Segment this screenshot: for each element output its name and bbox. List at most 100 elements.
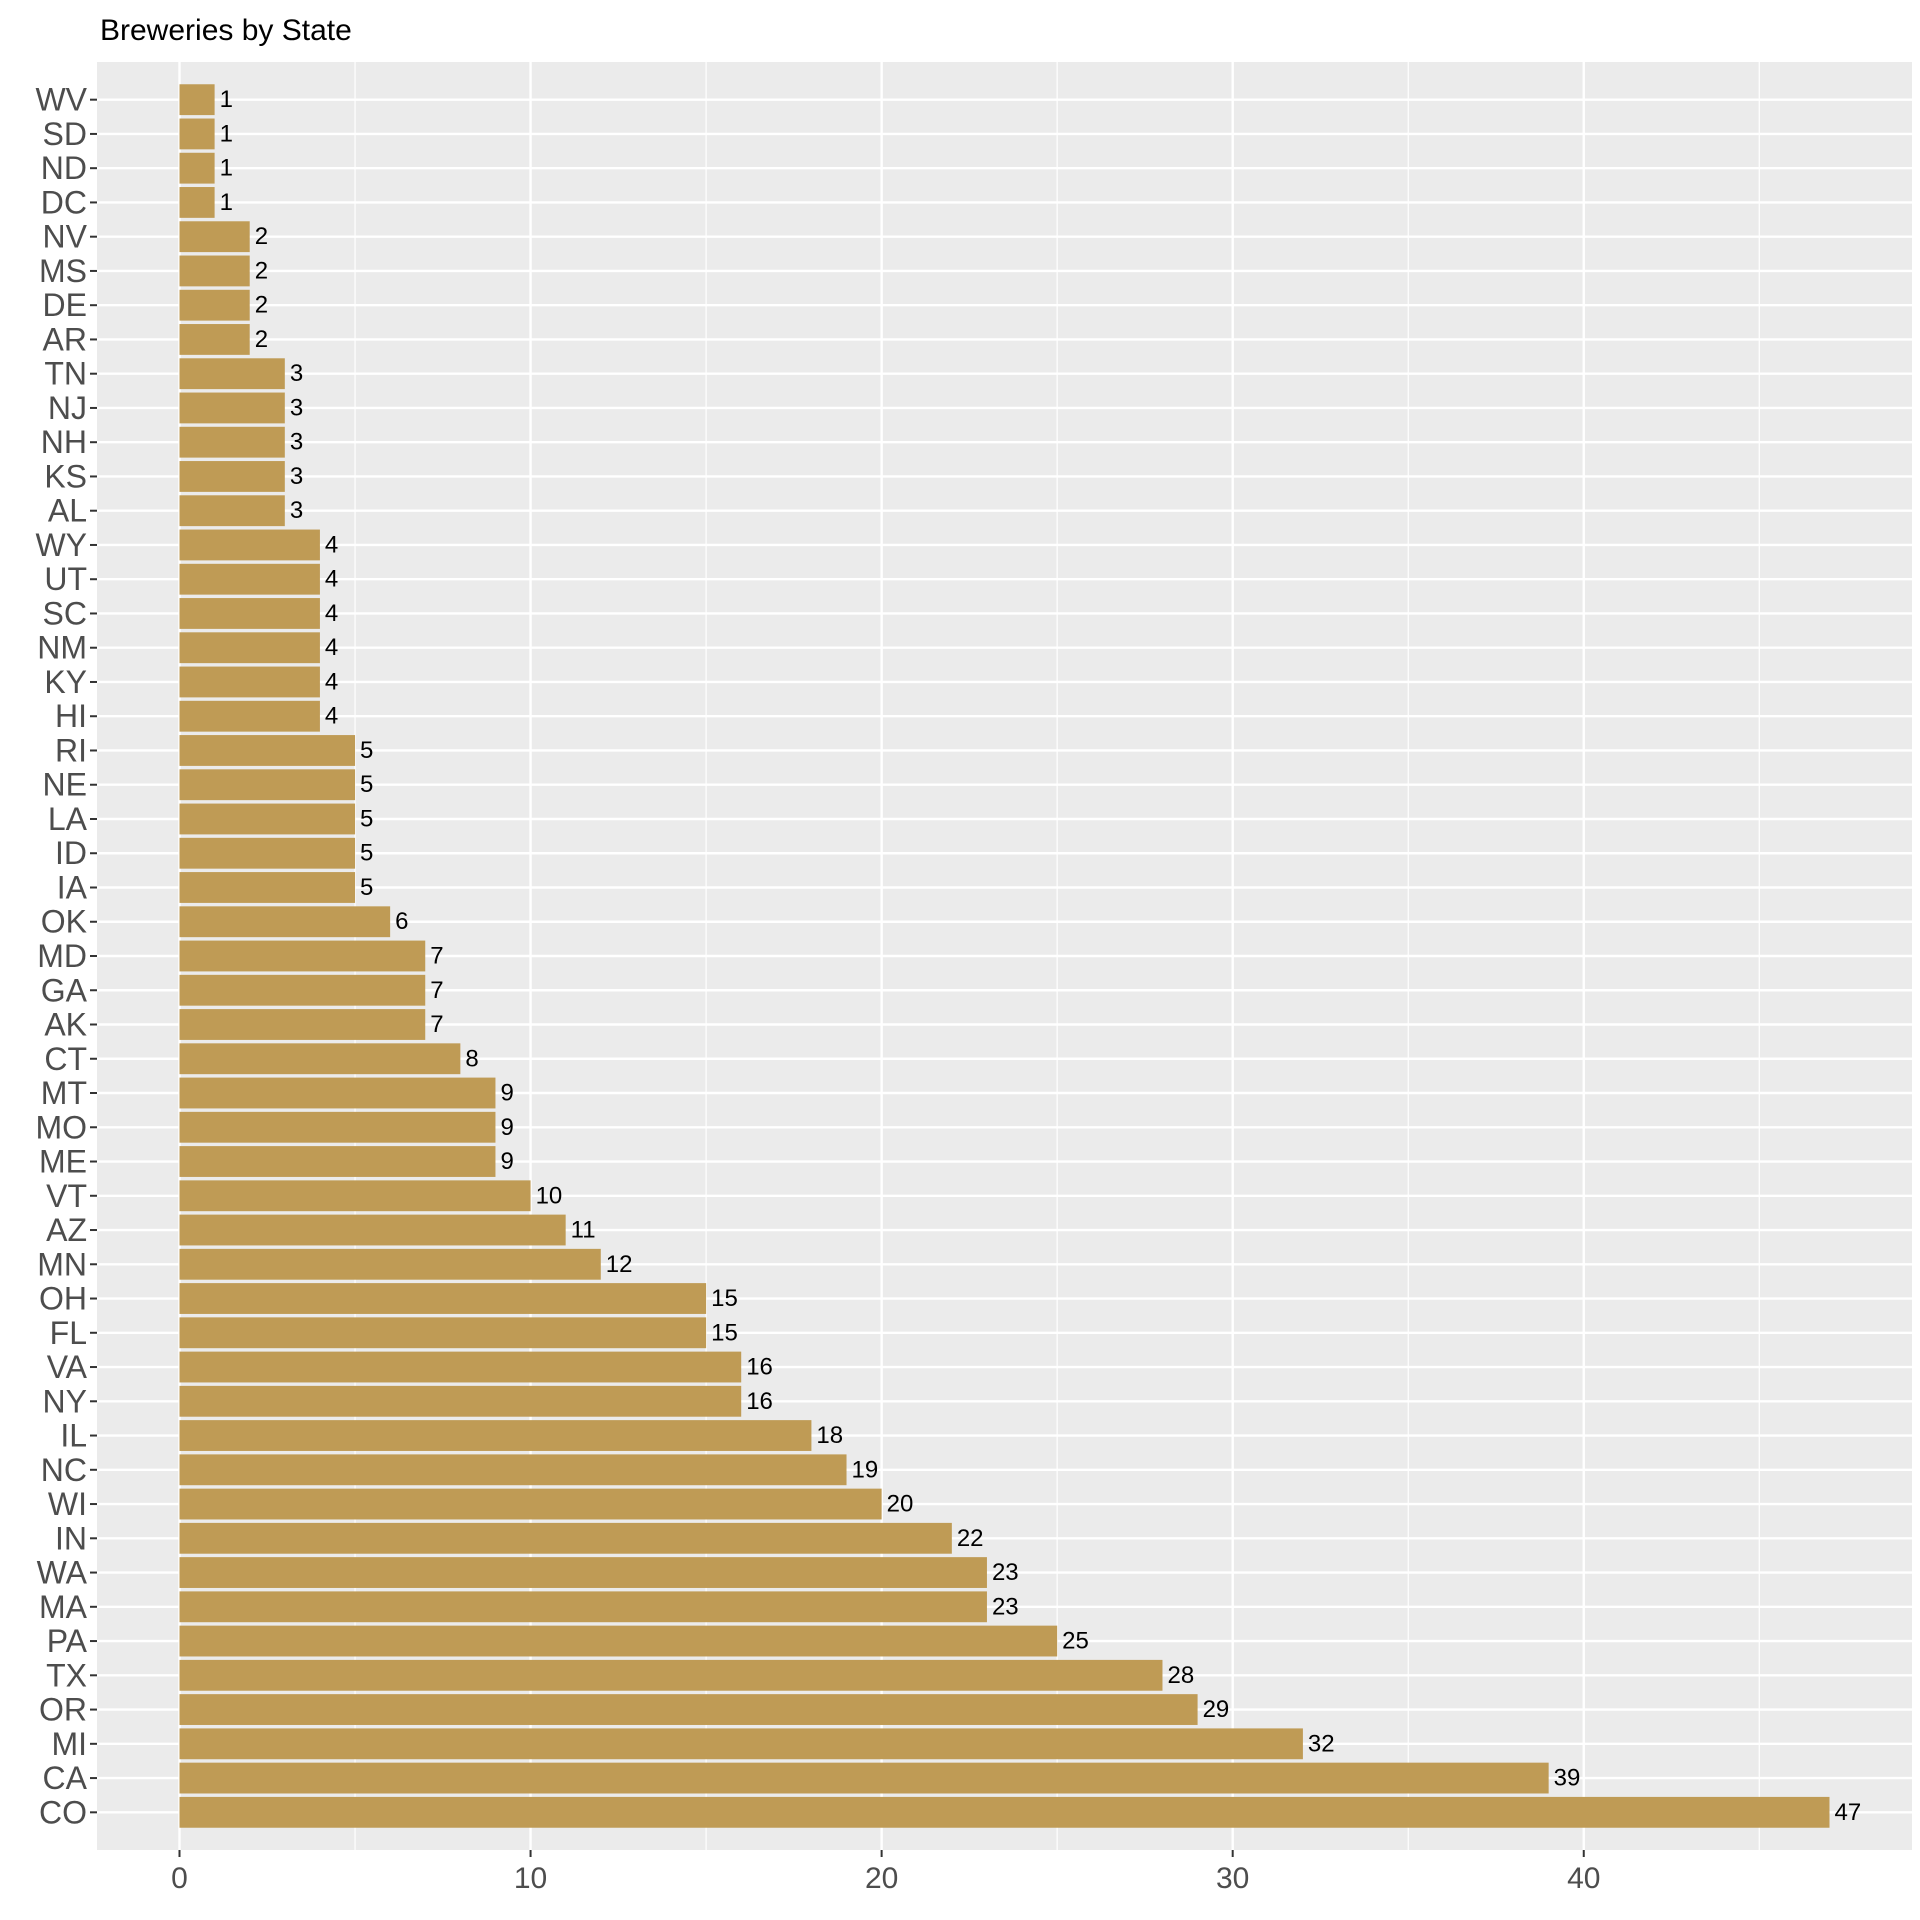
data-label: 29 xyxy=(1203,1696,1230,1723)
bar-fl xyxy=(179,1317,707,1349)
y-tick-label: NH xyxy=(41,424,87,460)
y-tick-label: ID xyxy=(55,835,87,871)
bar-wv xyxy=(179,84,215,116)
y-tick-label: LA xyxy=(48,801,88,837)
data-label: 28 xyxy=(1167,1662,1194,1689)
y-tick-label: DE xyxy=(43,287,87,323)
chart-title: Breweries by State xyxy=(100,14,352,47)
data-label: 3 xyxy=(290,394,303,421)
y-tick-label: UT xyxy=(44,561,87,597)
y-tick-label: HI xyxy=(55,698,87,734)
bar-nc xyxy=(179,1454,847,1486)
y-tick-label: NJ xyxy=(48,390,87,426)
data-label: 39 xyxy=(1554,1765,1581,1792)
y-tick-label: MO xyxy=(35,1109,87,1145)
data-label: 5 xyxy=(360,874,373,901)
data-label: 22 xyxy=(957,1525,984,1552)
bar-wi xyxy=(179,1488,882,1520)
y-tick-label: ND xyxy=(41,150,87,186)
x-tick-label: 10 xyxy=(514,1862,547,1895)
data-label: 1 xyxy=(220,155,233,182)
data-label: 19 xyxy=(852,1456,879,1483)
y-tick-label: MA xyxy=(39,1589,88,1625)
data-label: 25 xyxy=(1062,1628,1089,1655)
data-label: 9 xyxy=(500,1080,513,1107)
bar-sc xyxy=(179,598,320,629)
data-label: 23 xyxy=(992,1593,1019,1620)
data-label: 12 xyxy=(606,1251,633,1278)
y-tick-label: KY xyxy=(44,664,87,700)
data-label: 2 xyxy=(255,292,268,319)
data-label: 4 xyxy=(325,531,338,558)
y-tick-label: ME xyxy=(39,1144,87,1180)
data-label: 9 xyxy=(500,1114,513,1141)
bar-sd xyxy=(179,118,215,150)
data-label: 1 xyxy=(220,86,233,113)
y-tick-label: OK xyxy=(41,904,87,940)
bar-va xyxy=(179,1351,742,1383)
bar-ca xyxy=(179,1762,1549,1794)
y-tick-label: NE xyxy=(43,767,87,803)
data-label: 4 xyxy=(325,600,338,627)
data-label: 11 xyxy=(571,1217,596,1244)
data-label: 9 xyxy=(500,1148,513,1175)
x-tick-label: 30 xyxy=(1216,1862,1249,1895)
data-label: 2 xyxy=(255,257,268,284)
bar-al xyxy=(179,495,285,527)
y-tick-label: TN xyxy=(44,356,87,392)
y-tick-label: SD xyxy=(43,116,87,152)
bar-or xyxy=(179,1694,1198,1725)
bar-dc xyxy=(179,187,215,218)
x-tick-label: 40 xyxy=(1567,1862,1600,1895)
data-label: 3 xyxy=(290,497,303,524)
y-tick-label: IA xyxy=(57,869,88,905)
y-tick-label: WI xyxy=(48,1486,87,1522)
bar-wy xyxy=(179,529,320,561)
y-tick-label: NV xyxy=(43,219,88,255)
bar-ok xyxy=(179,906,391,938)
bar-ky xyxy=(179,666,320,698)
data-label: 3 xyxy=(290,429,303,456)
y-tick-label: AR xyxy=(43,321,87,357)
y-tick-label: NM xyxy=(37,630,87,666)
bar-il xyxy=(179,1420,812,1451)
data-label: 15 xyxy=(711,1285,738,1312)
y-tick-label: IL xyxy=(60,1418,87,1454)
bar-co xyxy=(179,1796,1830,1828)
bar-vt xyxy=(179,1180,531,1212)
data-label: 4 xyxy=(325,566,338,593)
y-tick-label: AK xyxy=(44,1007,87,1043)
x-tick-label: 20 xyxy=(865,1862,898,1895)
bar-mo xyxy=(179,1111,496,1143)
data-label: 4 xyxy=(325,634,338,661)
y-tick-label: OR xyxy=(39,1692,87,1728)
y-tick-label: GA xyxy=(41,972,88,1008)
bar-oh xyxy=(179,1283,707,1314)
bar-ms xyxy=(179,255,250,287)
bar-ks xyxy=(179,461,285,492)
bar-ne xyxy=(179,769,356,801)
y-tick-label: NY xyxy=(43,1383,87,1419)
bar-tn xyxy=(179,358,285,390)
data-label: 20 xyxy=(887,1491,914,1518)
data-label: 7 xyxy=(430,977,443,1004)
bar-mi xyxy=(179,1728,1303,1760)
bar-ma xyxy=(179,1591,987,1623)
y-tick-label: FL xyxy=(50,1315,87,1351)
data-label: 1 xyxy=(220,120,233,147)
data-label: 2 xyxy=(255,326,268,353)
y-tick-label: VT xyxy=(46,1178,87,1214)
y-tick-label: MT xyxy=(41,1075,87,1111)
data-label: 47 xyxy=(1835,1799,1862,1826)
bar-ak xyxy=(179,1009,426,1040)
y-tick-label: AL xyxy=(48,493,87,529)
y-tick-label: MD xyxy=(37,938,87,974)
bar-ga xyxy=(179,974,426,1006)
bar-tx xyxy=(179,1659,1163,1691)
y-tick-label: SC xyxy=(43,595,87,631)
data-label: 16 xyxy=(746,1354,773,1381)
y-tick-label: DC xyxy=(41,184,87,220)
bar-nj xyxy=(179,392,285,424)
data-label: 3 xyxy=(290,463,303,490)
